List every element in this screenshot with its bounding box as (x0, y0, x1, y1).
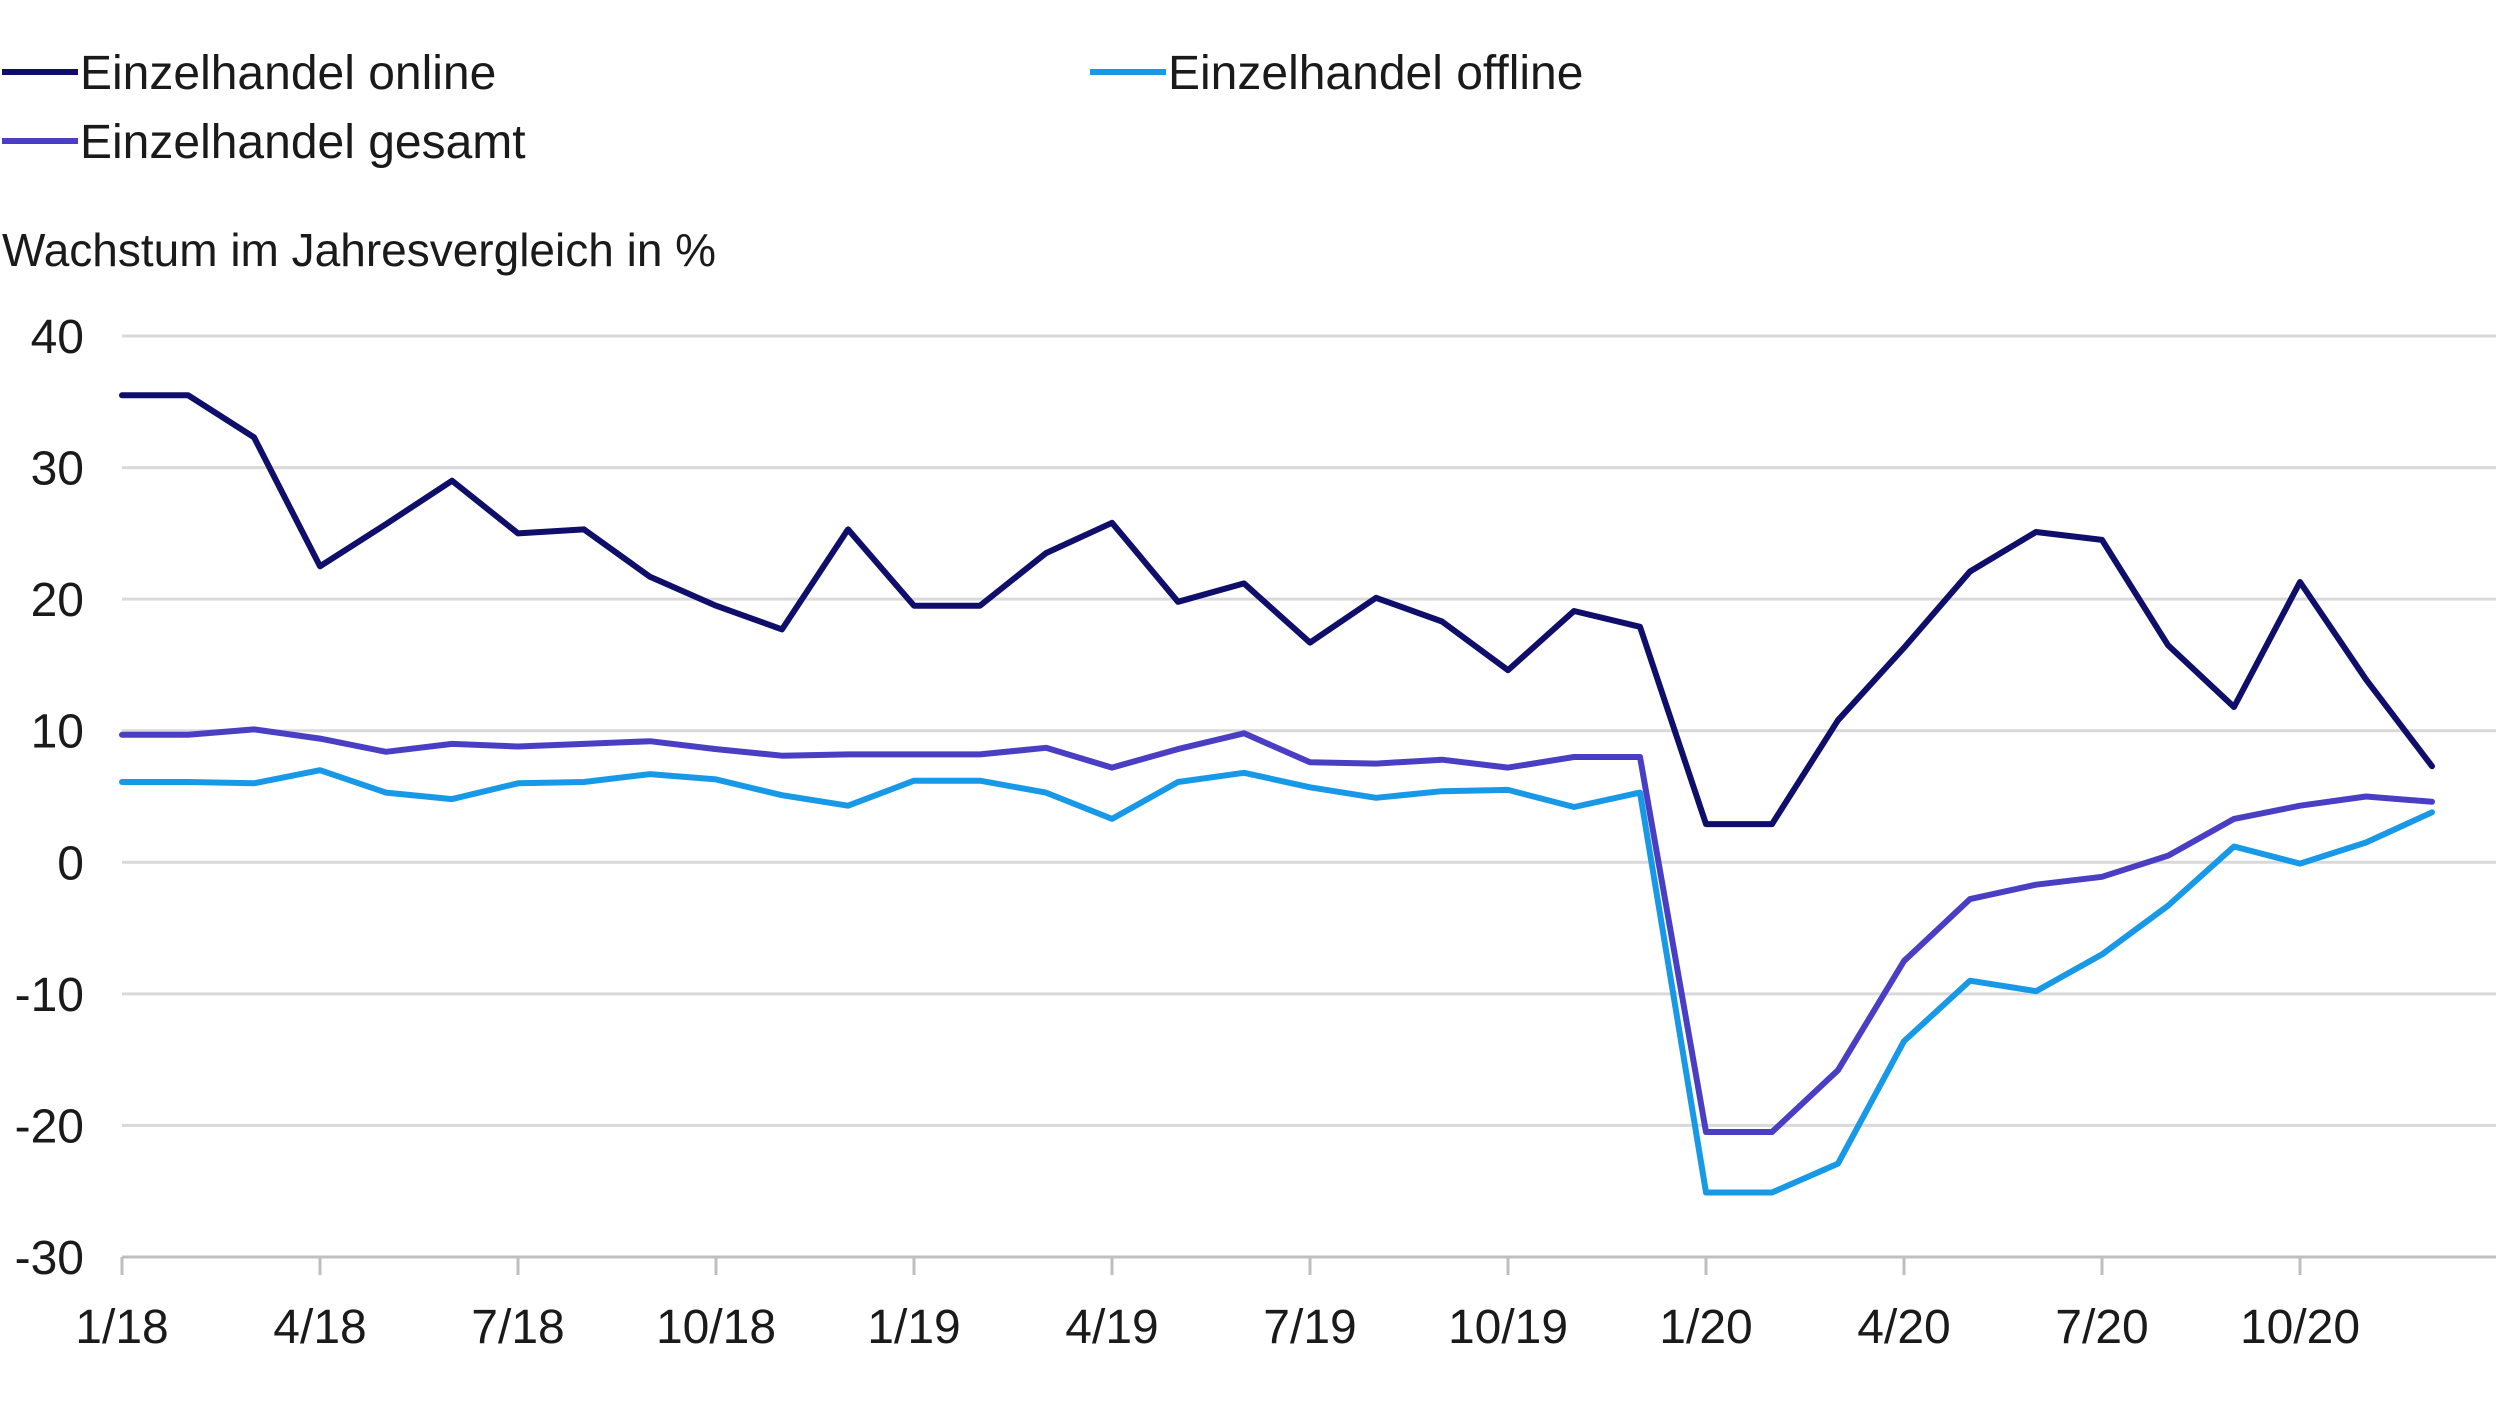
y-tick-label: 10 (31, 706, 84, 759)
y-tick-label: 30 (31, 443, 84, 496)
x-tick-label: 4/18 (273, 1301, 366, 1354)
x-tick-label: 10/20 (2240, 1301, 2360, 1354)
legend-item-offline: Einzelhandel offline (1090, 47, 1583, 100)
series-line-offline (119, 767, 2435, 1196)
legend: Einzelhandel online Einzelhandel offline… (2, 47, 1583, 169)
series-lines (119, 392, 2435, 1196)
y-tick-label: -10 (15, 969, 84, 1022)
legend-item-gesamt: Einzelhandel gesamt (2, 116, 526, 169)
y-tick-label: -30 (15, 1232, 84, 1285)
x-axis: 1/18 4/18 7/18 10/18 1/19 4/19 7/19 10/19 1/20 4/… (75, 1255, 2496, 1354)
x-tick-label: 4/19 (1065, 1301, 1158, 1354)
x-tick-label: 7/20 (2055, 1301, 2148, 1354)
x-tick-label: 4/20 (1857, 1301, 1950, 1354)
x-tick-label: 7/18 (471, 1301, 564, 1354)
series-line-online (119, 392, 2435, 828)
gridlines (122, 334, 2496, 1127)
legend-label-gesamt: Einzelhandel gesamt (80, 116, 526, 169)
x-tick-label: 7/19 (1263, 1301, 1356, 1354)
y-tick-label: 0 (57, 837, 84, 890)
y-tick-label: -20 (15, 1100, 84, 1153)
x-tick-label: 1/18 (75, 1301, 168, 1354)
legend-label-offline: Einzelhandel offline (1168, 47, 1583, 100)
legend-label-online: Einzelhandel online (80, 47, 496, 100)
y-axis-label: Wachstum im Jahresvergleich in % (2, 224, 716, 276)
y-tick-label: 40 (31, 311, 84, 364)
x-tick-label: 10/19 (1448, 1301, 1568, 1354)
legend-item-online: Einzelhandel online (2, 47, 496, 100)
y-tick-label: 20 (31, 574, 84, 627)
series-line-gesamt (119, 726, 2435, 1135)
y-tick-labels: -30 -20 -10 0 10 20 30 40 (15, 311, 84, 1285)
x-tick-label: 1/20 (1659, 1301, 1752, 1354)
x-tick-label: 1/19 (867, 1301, 960, 1354)
x-tick-label: 10/18 (656, 1301, 776, 1354)
